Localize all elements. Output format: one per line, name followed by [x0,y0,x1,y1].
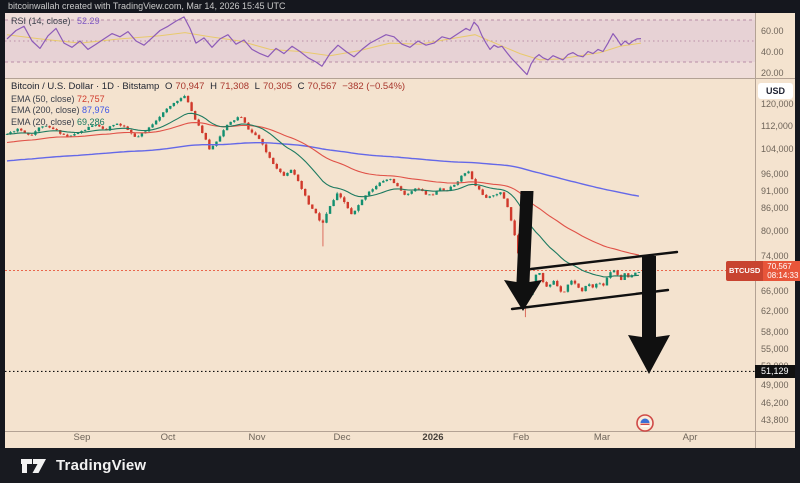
high-value: 71,308 [219,81,250,92]
tradingview-logo-icon[interactable] [20,456,48,476]
ema50-label: EMA (50, close) [11,93,75,104]
ema20-label: EMA (20, close) [11,116,75,127]
ema200-label: EMA (200, close) [11,105,80,115]
symbol-badge: BTCUSD [726,261,764,281]
snapshot-attribution: bitcoinwallah created with TradingView.c… [8,1,286,11]
footer-bar: TradingView [0,448,800,483]
price-tick: 86,000 [761,203,789,214]
time-axis-border [5,431,795,432]
price-axis-border [755,13,756,448]
price-tick: 104,000 [761,143,794,154]
chart-area: RSI (14, close) 52.29 Bitcoin / U.S. Dol… [5,13,800,448]
last-price-value: 70,567 [767,262,792,271]
price-tick: 96,000 [761,168,789,179]
price-plot-canvas[interactable] [5,78,755,431]
price-target-label[interactable]: 51,129 [755,365,795,378]
open-value: 70,947 [175,81,205,92]
rsi-tick: 20.00 [761,67,784,78]
time-tick: Oct [160,432,176,443]
symbol-title: Bitcoin / U.S. Dollar · 1D · Bitstamp [11,81,160,92]
low-label: L [254,81,260,92]
close-value: 70,567 [307,81,337,92]
time-tick: Feb [512,432,530,443]
time-tick: Apr [682,432,698,443]
bar-countdown: 08:14:33 [767,271,799,280]
time-tick: Sep [73,432,91,443]
price-tick: 49,000 [761,379,789,390]
time-tick: Nov [248,432,266,443]
price-tick: 62,000 [761,306,789,317]
indicator-row-ema50[interactable]: EMA (50, close) 72,757 [11,94,408,105]
price-tick: 120,000 [761,99,794,109]
last-price-label[interactable]: BTCUSD 70,567 08:14:33 [726,261,800,281]
indicator-row-ema20[interactable]: EMA (20, close) 69,286 [11,117,408,128]
publisher-watermark-icon[interactable] [635,413,655,433]
price-tick: 43,800 [761,414,789,425]
price-tick: 74,000 [761,250,789,261]
currency-toggle-button[interactable]: USD [758,83,793,99]
time-tick: Dec [333,432,351,443]
ema50-value: 72,757 [77,93,105,104]
rsi-plot-canvas[interactable] [5,13,755,78]
low-value: 70,305 [262,81,293,92]
open-label: O [165,81,173,92]
price-tick: 55,000 [761,343,789,354]
rsi-legend-value: 52.29 [77,16,100,26]
time-tick: 2026 [422,432,444,443]
tradingview-wordmark[interactable]: TradingView [56,457,147,474]
price-tick: 46,200 [761,398,789,409]
rsi-legend-label: RSI (14, close) [11,16,71,26]
change-value: −382 (−0.54%) [342,81,406,92]
ema20-value: 69,286 [77,116,105,127]
time-tick: Mar [593,432,611,443]
rsi-pane[interactable] [5,13,755,78]
price-tick: 112,000 [761,120,793,131]
ema200-value: 87,976 [82,105,110,115]
high-label: H [210,81,217,92]
price-tick: 80,000 [761,226,789,237]
rsi-tick: 40.00 [761,46,784,57]
price-tick: 66,000 [761,286,789,297]
rsi-legend[interactable]: RSI (14, close) 52.29 [11,16,100,26]
main-price-pane[interactable] [5,78,755,431]
indicator-row-ema200[interactable]: EMA (200, close) 87,976 [11,105,408,116]
close-label: C [297,81,305,92]
price-tick: 91,000 [761,185,789,196]
time-axis[interactable]: Sep Oct Nov Dec 2026 Feb Mar Apr [5,431,755,448]
pane-separator[interactable] [5,78,795,79]
price-tick: 58,000 [761,326,789,337]
rsi-tick: 60.00 [761,25,784,36]
